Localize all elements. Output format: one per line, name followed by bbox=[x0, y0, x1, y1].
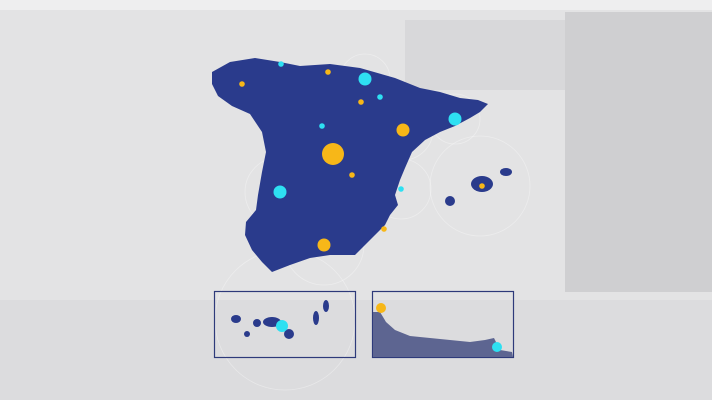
background-panel bbox=[405, 20, 565, 90]
marker-yellow bbox=[376, 303, 386, 313]
north-africa-coast bbox=[373, 312, 513, 357]
inset-ceuta-melilla bbox=[371, 290, 515, 359]
balearic-islands bbox=[445, 168, 512, 206]
marker-yellow bbox=[325, 69, 331, 75]
marker-yellow bbox=[239, 81, 245, 87]
background-panel bbox=[0, 0, 712, 10]
marker-cyan bbox=[398, 186, 404, 192]
marker-yellow bbox=[381, 226, 387, 232]
marker-yellow bbox=[358, 99, 364, 105]
marker-cyan bbox=[358, 72, 372, 86]
marker-cyan bbox=[273, 185, 287, 199]
background-panel bbox=[565, 12, 712, 292]
marker-yellow bbox=[349, 172, 355, 178]
mainland-spain bbox=[212, 58, 488, 272]
marker-cyan bbox=[377, 94, 383, 100]
marker-cyan bbox=[276, 320, 288, 332]
marker-yellow bbox=[317, 238, 331, 252]
marker-yellow bbox=[396, 123, 410, 137]
inset-canary-islands bbox=[213, 290, 357, 359]
marker-cyan bbox=[278, 61, 284, 67]
marker-cyan bbox=[492, 342, 502, 352]
marker-yellow bbox=[322, 143, 344, 165]
marker-cyan bbox=[448, 112, 462, 126]
marker-yellow bbox=[479, 183, 485, 189]
canary-islands bbox=[231, 300, 329, 339]
marker-cyan bbox=[319, 123, 325, 129]
